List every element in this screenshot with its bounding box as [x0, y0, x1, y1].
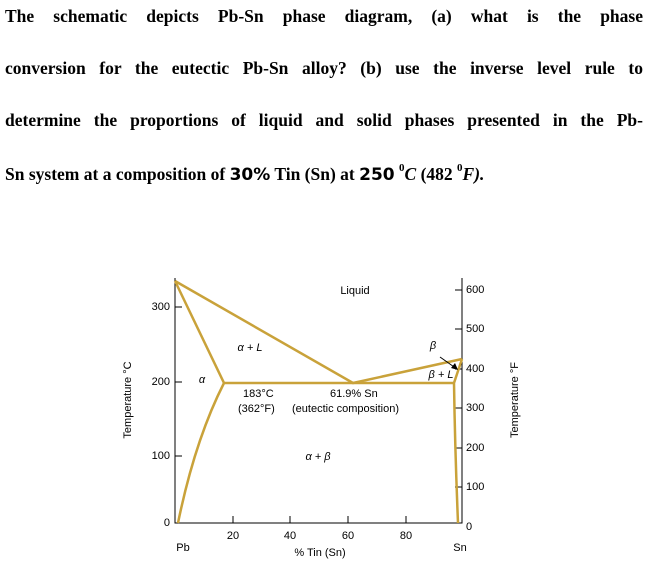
y2-tick-label: 300: [466, 402, 484, 414]
region-label: Liquid: [340, 285, 369, 297]
text: F).: [462, 164, 485, 184]
y2-tick-label: 500: [466, 323, 484, 335]
y2-tick-label: 100: [466, 481, 484, 493]
x-tick-label: Pb: [176, 542, 189, 554]
region-label: β + L: [428, 369, 454, 381]
x-tick-label: 80: [400, 530, 412, 542]
y2-tick-label: 200: [466, 442, 484, 454]
axes: [174, 278, 463, 524]
text: Tin (Sn) at: [270, 164, 360, 184]
text: (482: [416, 164, 458, 184]
eutectic-label: 61.9% Sn: [330, 388, 378, 400]
region-label: α + L: [238, 342, 263, 354]
y-tick-label: 200: [152, 376, 170, 388]
eutectic-label: (eutectic composition): [292, 403, 399, 415]
y-tick-label: 300: [152, 301, 170, 313]
eutectic-label: (362°F): [238, 403, 275, 415]
y-tick-label: 100: [152, 450, 170, 462]
y2-axis-title: Temperature °F: [509, 362, 521, 438]
x-tick-label: 60: [342, 530, 354, 542]
y2-tick-label: 600: [466, 284, 484, 296]
eutectic-label: 183°C: [243, 388, 274, 400]
region-label: β: [429, 340, 437, 352]
phase-boundaries: [173, 279, 464, 524]
text: Sn system at a composition of: [5, 164, 230, 184]
arrow-head: [451, 363, 458, 370]
x-tick-label: 40: [284, 530, 296, 542]
question-line: conversion for the eutectic Pb-Sn alloy?…: [5, 58, 643, 78]
x-axis-title: % Tin (Sn): [294, 547, 345, 559]
text: C: [404, 164, 417, 184]
text: 0: [457, 162, 463, 174]
text: 0: [399, 162, 405, 174]
x-tick-label: 20: [227, 530, 239, 542]
question-line: determine the proportions of liquid and …: [5, 110, 643, 130]
region-label: α: [199, 374, 206, 386]
text: 250: [359, 165, 395, 185]
y-axis-title: Temperature °C: [122, 361, 134, 438]
y2-tick-label: 0: [466, 521, 472, 533]
question-line: The schematic depicts Pb-Sn phase diagra…: [5, 6, 643, 26]
y-tick-label: 0: [164, 517, 170, 529]
region-label: α + β: [305, 451, 331, 463]
x-tick-label: Sn: [453, 542, 466, 554]
question-line: Sn system at a composition of 30% Tin (S…: [5, 162, 643, 185]
text: 30%: [229, 165, 271, 185]
ticks: [175, 289, 462, 523]
y2-tick-label: 400: [466, 363, 484, 375]
